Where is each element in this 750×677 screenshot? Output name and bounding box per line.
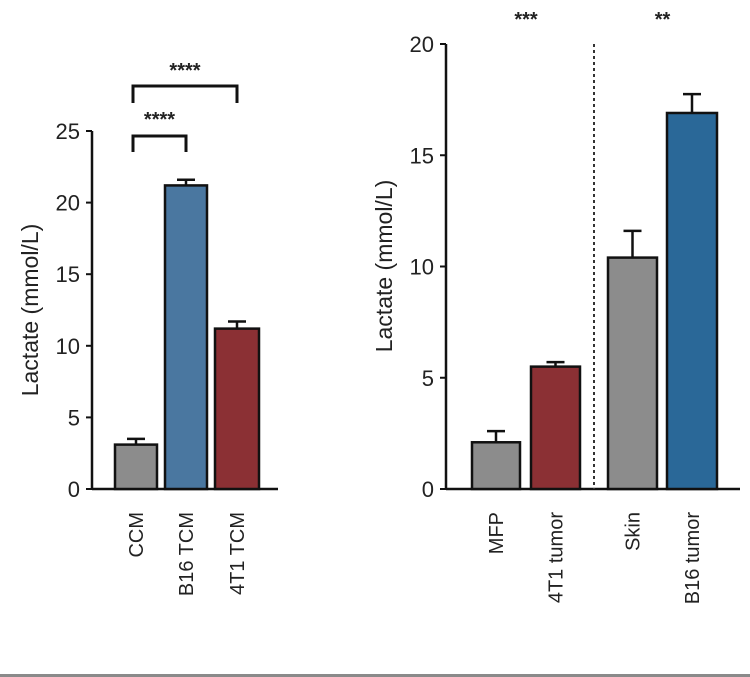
y-tick-label: 15 [410, 143, 434, 168]
x-category-label: B16 tumor [682, 512, 704, 605]
chart-panel-2: 0 5 10 15 20 Lactate (mmol/L) MFP 4T1 tumor Skin… [371, 9, 740, 604]
x-category-label: 4T1 TCM [227, 512, 249, 595]
significance-stars: **** [169, 60, 200, 82]
y-tick-label: 0 [68, 477, 80, 502]
y-tick-label: 0 [422, 477, 434, 502]
significance-stars: ** [655, 9, 671, 31]
x-category-label: MFP [486, 512, 508, 554]
significance-stars: *** [514, 9, 538, 31]
x-category-label: Skin [623, 512, 645, 551]
bar [606, 256, 659, 491]
bar [470, 441, 522, 491]
y-tick-label: 25 [56, 119, 80, 144]
significance-stars: **** [144, 109, 175, 131]
bar [665, 111, 719, 491]
bottom-divider [0, 674, 750, 677]
x-category-label: 4T1 tumor [546, 512, 568, 603]
x-category-label: B16 TCM [176, 512, 198, 596]
y-tick-label: 20 [56, 191, 80, 216]
bar [529, 365, 582, 491]
significance-bracket [131, 134, 188, 152]
bar [113, 443, 159, 491]
y-axis-label: Lactate (mmol/L) [371, 180, 397, 353]
y-tick-label: 5 [68, 405, 80, 430]
chart-panel-1: 0 5 10 15 20 25 Lactate (mmol/L) CCM B16 TCM 4T1 … [17, 60, 278, 596]
y-tick-label: 5 [422, 366, 434, 391]
bar [213, 327, 261, 491]
bar [163, 184, 209, 491]
y-tick-label: 10 [56, 334, 80, 359]
y-tick-label: 20 [410, 32, 434, 57]
y-axis-label: Lactate (mmol/L) [17, 224, 43, 397]
y-tick-label: 10 [410, 255, 434, 280]
x-category-label: CCM [126, 512, 148, 558]
significance-bracket [131, 84, 239, 103]
y-tick-label: 15 [56, 262, 80, 287]
